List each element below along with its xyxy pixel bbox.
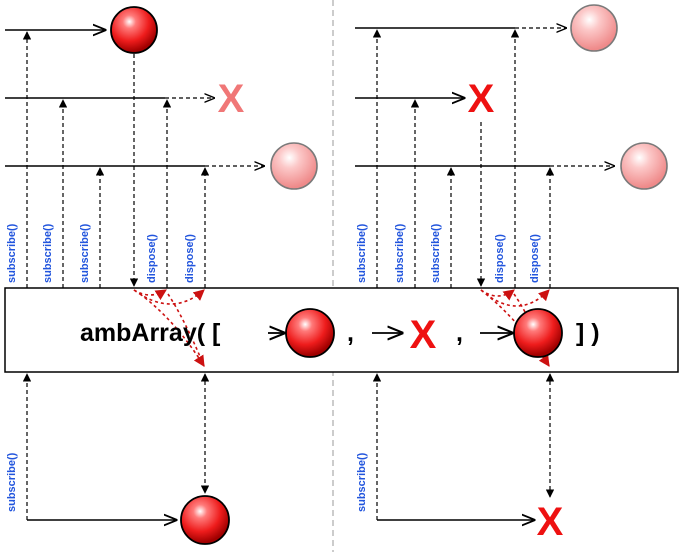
operator-separator-2: ,: [456, 319, 463, 347]
right-output-error-marker: X: [537, 500, 564, 544]
operator-box: [4, 287, 679, 373]
operator-separator-1: ,: [347, 319, 354, 347]
left-source-3-marble: [270, 142, 318, 190]
operator-suffix: ] ): [576, 319, 600, 347]
left-subscribe-label-1: subscribe(): [6, 223, 18, 283]
left-subscribe-label-3: subscribe(): [79, 223, 91, 283]
operator-prefix: ambArray( [: [80, 319, 221, 347]
right-dispose-label-2: dispose(): [529, 234, 541, 283]
left-red-arrow-4: [167, 293, 205, 367]
right-output-subscribe-label: subscribe(): [356, 452, 368, 512]
left-source-2-error-marker: X: [218, 77, 245, 121]
operator-arg-1-marble: [285, 308, 335, 358]
right-source-3-marble: [620, 142, 668, 190]
right-subscribe-label-3: subscribe(): [430, 223, 442, 283]
left-output-subscribe-label: subscribe(): [6, 452, 18, 512]
right-subscribe-label-2: subscribe(): [394, 223, 406, 283]
right-red-arrow-1: [480, 289, 515, 301]
right-panel: X subscribe() subscribe() subscribe() di…: [355, 4, 668, 544]
left-dispose-label-1: dispose(): [146, 234, 158, 283]
right-source-2-error-marker: X: [468, 77, 495, 121]
left-source-1-marble: [110, 6, 158, 54]
right-red-arrow-2: [480, 289, 550, 307]
left-red-arrow-3: [139, 293, 205, 367]
right-dispose-label-1: dispose(): [494, 234, 506, 283]
right-red-arrow-4: [513, 293, 550, 367]
left-dispose-label-2: dispose(): [184, 234, 196, 283]
right-source-1-marble: [570, 4, 618, 52]
right-subscribe-label-1: subscribe(): [356, 223, 368, 283]
operator-label: ambArray( [ , X , ] ): [80, 308, 600, 358]
left-output-marble: [180, 495, 230, 545]
operator-arg-3-marble: [513, 308, 563, 358]
left-subscribe-label-2: subscribe(): [42, 223, 54, 283]
operator-arg-2-error: X: [410, 313, 437, 357]
left-panel: X subscribe() subscribe() subscribe() di…: [5, 6, 318, 545]
